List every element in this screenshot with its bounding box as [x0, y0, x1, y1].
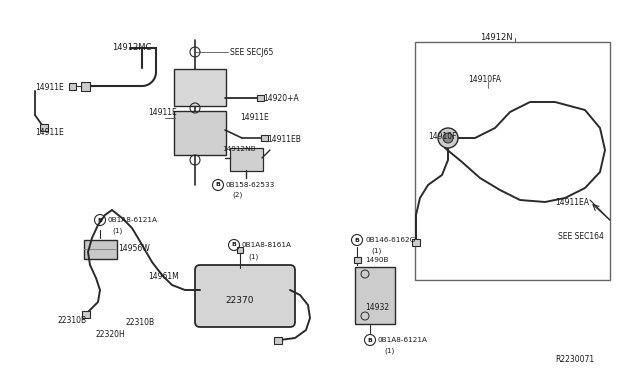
Circle shape: [443, 133, 453, 143]
Text: 14912NB: 14912NB: [222, 146, 255, 152]
Text: 14912N: 14912N: [480, 33, 513, 42]
Text: 14911E: 14911E: [35, 128, 64, 137]
Text: 14956W: 14956W: [118, 244, 150, 253]
FancyBboxPatch shape: [412, 238, 420, 246]
FancyBboxPatch shape: [82, 311, 90, 317]
Text: 0B1A8-6121A: 0B1A8-6121A: [108, 217, 158, 223]
Text: B: B: [367, 337, 372, 343]
Text: B: B: [232, 243, 236, 247]
Text: SEE SEC164: SEE SEC164: [558, 232, 604, 241]
Text: 14912MC: 14912MC: [112, 43, 152, 52]
Text: (1): (1): [384, 348, 394, 355]
Text: B: B: [216, 183, 220, 187]
Text: 1490B: 1490B: [365, 257, 388, 263]
Text: 0B146-6162G: 0B146-6162G: [365, 237, 415, 243]
Text: 14911EB: 14911EB: [267, 135, 301, 144]
FancyBboxPatch shape: [237, 247, 243, 253]
Text: (1): (1): [112, 228, 122, 234]
FancyBboxPatch shape: [260, 135, 268, 141]
FancyBboxPatch shape: [81, 81, 90, 90]
Text: 22310B: 22310B: [126, 318, 155, 327]
Text: (1): (1): [248, 253, 259, 260]
Text: 14910FA: 14910FA: [468, 75, 501, 84]
Text: 14911E: 14911E: [148, 108, 177, 117]
Text: 14911EA: 14911EA: [555, 198, 589, 207]
Circle shape: [438, 128, 458, 148]
Text: (2): (2): [232, 192, 243, 199]
FancyBboxPatch shape: [40, 124, 48, 131]
Text: 14920+A: 14920+A: [263, 94, 299, 103]
Text: 14932: 14932: [365, 303, 389, 312]
Text: 14911E: 14911E: [35, 83, 64, 92]
Text: R2230071: R2230071: [555, 355, 594, 364]
Text: (1): (1): [371, 248, 381, 254]
Text: 14961M: 14961M: [148, 272, 179, 281]
Text: 0B158-62533: 0B158-62533: [226, 182, 275, 188]
FancyBboxPatch shape: [355, 267, 395, 324]
Text: 14910F: 14910F: [428, 132, 456, 141]
FancyBboxPatch shape: [83, 240, 116, 259]
Text: 22320H: 22320H: [95, 330, 125, 339]
Text: 0B1A8-8161A: 0B1A8-8161A: [242, 242, 292, 248]
FancyBboxPatch shape: [353, 257, 360, 263]
Text: B: B: [97, 218, 102, 222]
Text: 22370: 22370: [226, 296, 254, 305]
Text: 14911E: 14911E: [240, 113, 269, 122]
FancyBboxPatch shape: [274, 337, 282, 343]
Text: 0B1A8-6121A: 0B1A8-6121A: [378, 337, 428, 343]
FancyBboxPatch shape: [195, 265, 295, 327]
Text: B: B: [355, 237, 360, 243]
FancyBboxPatch shape: [174, 111, 226, 155]
Text: SEE SECJ65: SEE SECJ65: [230, 48, 273, 57]
FancyBboxPatch shape: [257, 95, 264, 101]
FancyBboxPatch shape: [415, 42, 610, 280]
FancyBboxPatch shape: [68, 83, 76, 90]
FancyBboxPatch shape: [230, 148, 262, 170]
FancyBboxPatch shape: [174, 69, 226, 106]
Text: 22310B: 22310B: [58, 316, 87, 325]
